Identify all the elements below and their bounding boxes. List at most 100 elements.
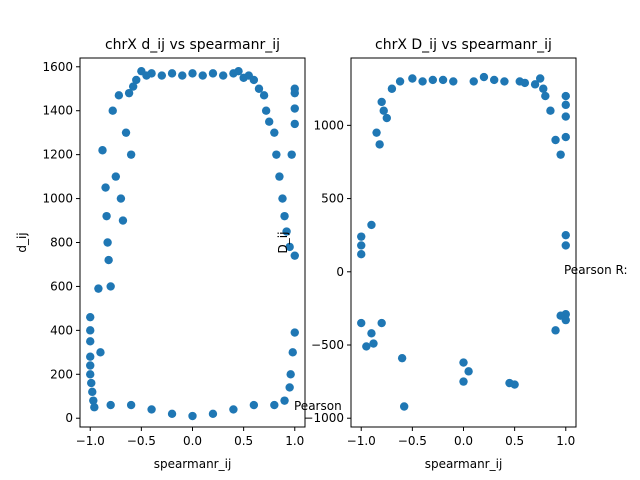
y-tick-label: 600 [50,279,73,293]
scatter-point [106,282,115,291]
scatter-point [254,84,264,93]
scatter-point [357,318,366,328]
right-pearson-annotation: Pearson R: [564,263,628,277]
scatter-point [561,132,570,142]
scatter-point [86,337,95,346]
scatter-point [287,150,296,159]
scatter-point [272,150,281,159]
x-tick-label: −1.0 [347,434,376,448]
scatter-point [261,106,271,115]
scatter-point [379,106,388,115]
y-tick-label: 1400 [42,104,73,118]
scatter-point [556,150,565,159]
scatter-point [124,88,134,98]
scatter-point [249,75,259,85]
scatter-point [290,328,299,337]
scatter-point [188,69,197,78]
scatter-point [270,128,279,137]
scatter-point [89,396,98,405]
x-tick-label: −0.5 [127,434,156,448]
scatter-point [397,353,407,363]
left-y-ticks: 0 200 400 600 800 1000 1200 1400 1600 [42,60,80,425]
scatter-point [178,71,187,80]
scatter-point [539,84,548,93]
scatter-point [234,66,243,76]
scatter-point [418,77,427,86]
left-scatter-panel: chrX d_ij vs spearmanr_ij −1.0 −0.5 0.0 0.5… [15,37,342,471]
scatter-point [285,242,294,252]
scatter-point [561,100,570,110]
scatter-point [167,409,177,419]
left-y-axis-label: d_ij [15,232,29,252]
scatter-point [126,150,136,159]
left-chart-title: chrX d_ij vs spearmanr_ij [105,37,280,53]
scatter-point [428,75,438,85]
scatter-point [94,284,103,293]
scatter-point [551,135,560,145]
y-tick-label: 1600 [42,60,73,74]
scatter-point [561,230,570,240]
scatter-point [86,361,95,370]
scatter-point [357,250,366,259]
scatter-point [561,91,570,101]
x-tick-label: 0.0 [454,434,473,448]
scatter-point [375,140,384,149]
scatter-point [208,69,218,78]
right-points-group [357,72,570,411]
scatter-point [121,128,131,137]
scatter-point [116,194,126,203]
scatter-point [382,113,391,123]
scatter-point [147,69,156,78]
scatter-point [387,84,397,93]
scatter-point [546,106,555,115]
scatter-point [290,88,299,98]
scatter-point [88,387,97,397]
right-y-axis-label: D_ij [276,232,290,254]
scatter-point [101,183,110,192]
scatter-point [459,358,468,367]
scatter-point [278,194,287,203]
scatter-point [218,71,228,80]
right-chart-title: chrX D_ij vs spearmanr_ij [375,37,552,53]
scatter-point [377,318,386,328]
scatter-point [104,255,113,265]
scatter-point [290,119,299,129]
y-tick-label: 1200 [42,148,73,162]
y-tick-label: 500 [321,192,344,206]
left-x-ticks: −1.0 −0.5 0.0 0.5 1.0 [76,427,304,448]
scatter-point [530,80,540,89]
y-tick-label: 0 [65,411,73,425]
scatter-point [229,405,238,414]
scatter-point [369,339,378,348]
scatter-point [372,128,381,137]
scatter-point [561,112,570,121]
scatter-point [86,352,95,361]
scatter-point [157,71,167,80]
right-scatter-panel: chrX D_ij vs spearmanr_ij −1.0 −0.5 0.0 0.5… [276,37,628,471]
scatter-point [395,77,405,86]
right-y-ticks: −1000 −500 0 500 1000 [303,118,351,425]
scatter-point [561,241,570,250]
scatter-point [541,91,550,101]
x-tick-label: 0.0 [183,434,202,448]
scatter-point [87,378,96,388]
y-tick-label: −500 [311,338,344,352]
right-x-ticks: −1.0 −0.5 0.0 0.5 1.0 [347,427,575,448]
y-tick-label: 400 [50,323,73,337]
scatter-point [126,400,136,410]
y-tick-label: 0 [336,265,344,279]
scatter-point [288,348,297,357]
scatter-point [357,232,366,241]
scatter-point [118,216,128,225]
left-x-axis-label: spearmanr_ij [154,457,232,471]
scatter-point [282,227,291,236]
scatter-point [280,211,289,221]
left-points-group [86,66,299,421]
scatter-point [551,326,560,335]
scatter-point [367,329,376,338]
scatter-point [102,211,111,221]
scatter-point [408,74,417,83]
x-tick-label: 0.5 [234,434,253,448]
x-tick-label: −0.5 [398,434,427,448]
